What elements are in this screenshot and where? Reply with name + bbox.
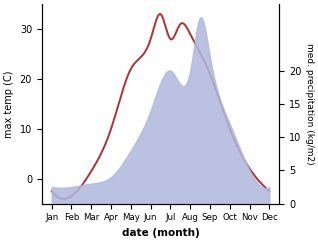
Y-axis label: max temp (C): max temp (C) — [4, 70, 14, 138]
X-axis label: date (month): date (month) — [122, 228, 199, 238]
Y-axis label: med. precipitation (kg/m2): med. precipitation (kg/m2) — [305, 43, 314, 165]
